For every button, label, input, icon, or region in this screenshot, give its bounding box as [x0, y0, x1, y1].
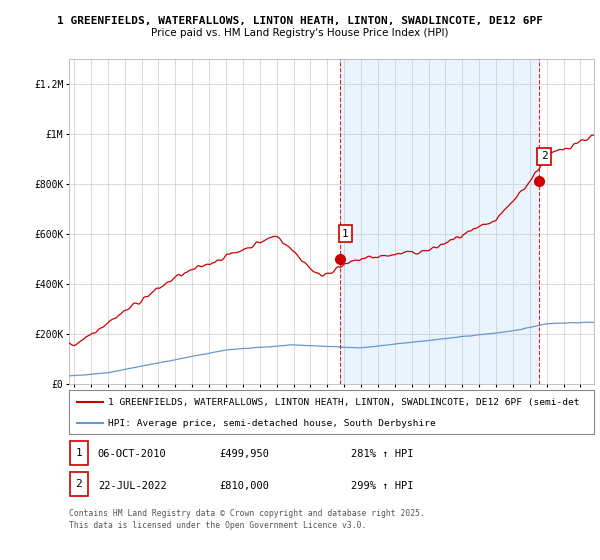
Text: £499,950: £499,950: [219, 449, 269, 459]
Text: 22-JUL-2022: 22-JUL-2022: [98, 480, 167, 491]
Text: 1 GREENFIELDS, WATERFALLOWS, LINTON HEATH, LINTON, SWADLINCOTE, DE12 6PF: 1 GREENFIELDS, WATERFALLOWS, LINTON HEAT…: [57, 16, 543, 26]
Bar: [340, 59, 539, 384]
FancyBboxPatch shape: [70, 441, 88, 465]
FancyBboxPatch shape: [70, 472, 88, 497]
Text: 06-OCT-2010: 06-OCT-2010: [98, 449, 167, 459]
Text: 281% ↑ HPI: 281% ↑ HPI: [351, 449, 413, 459]
Text: 1: 1: [76, 448, 82, 458]
Text: Contains HM Land Registry data © Crown copyright and database right 2025.: Contains HM Land Registry data © Crown c…: [69, 509, 425, 518]
Text: 1 GREENFIELDS, WATERFALLOWS, LINTON HEATH, LINTON, SWADLINCOTE, DE12 6PF (semi-d: 1 GREENFIELDS, WATERFALLOWS, LINTON HEAT…: [109, 398, 580, 407]
Text: 299% ↑ HPI: 299% ↑ HPI: [351, 480, 413, 491]
Text: 1: 1: [342, 228, 349, 239]
Text: Price paid vs. HM Land Registry's House Price Index (HPI): Price paid vs. HM Land Registry's House …: [151, 28, 449, 38]
Text: £810,000: £810,000: [219, 480, 269, 491]
Text: 2: 2: [76, 479, 82, 489]
Text: HPI: Average price, semi-detached house, South Derbyshire: HPI: Average price, semi-detached house,…: [109, 418, 436, 428]
Text: This data is licensed under the Open Government Licence v3.0.: This data is licensed under the Open Gov…: [69, 521, 367, 530]
FancyBboxPatch shape: [69, 390, 594, 434]
Text: 2: 2: [541, 151, 548, 161]
